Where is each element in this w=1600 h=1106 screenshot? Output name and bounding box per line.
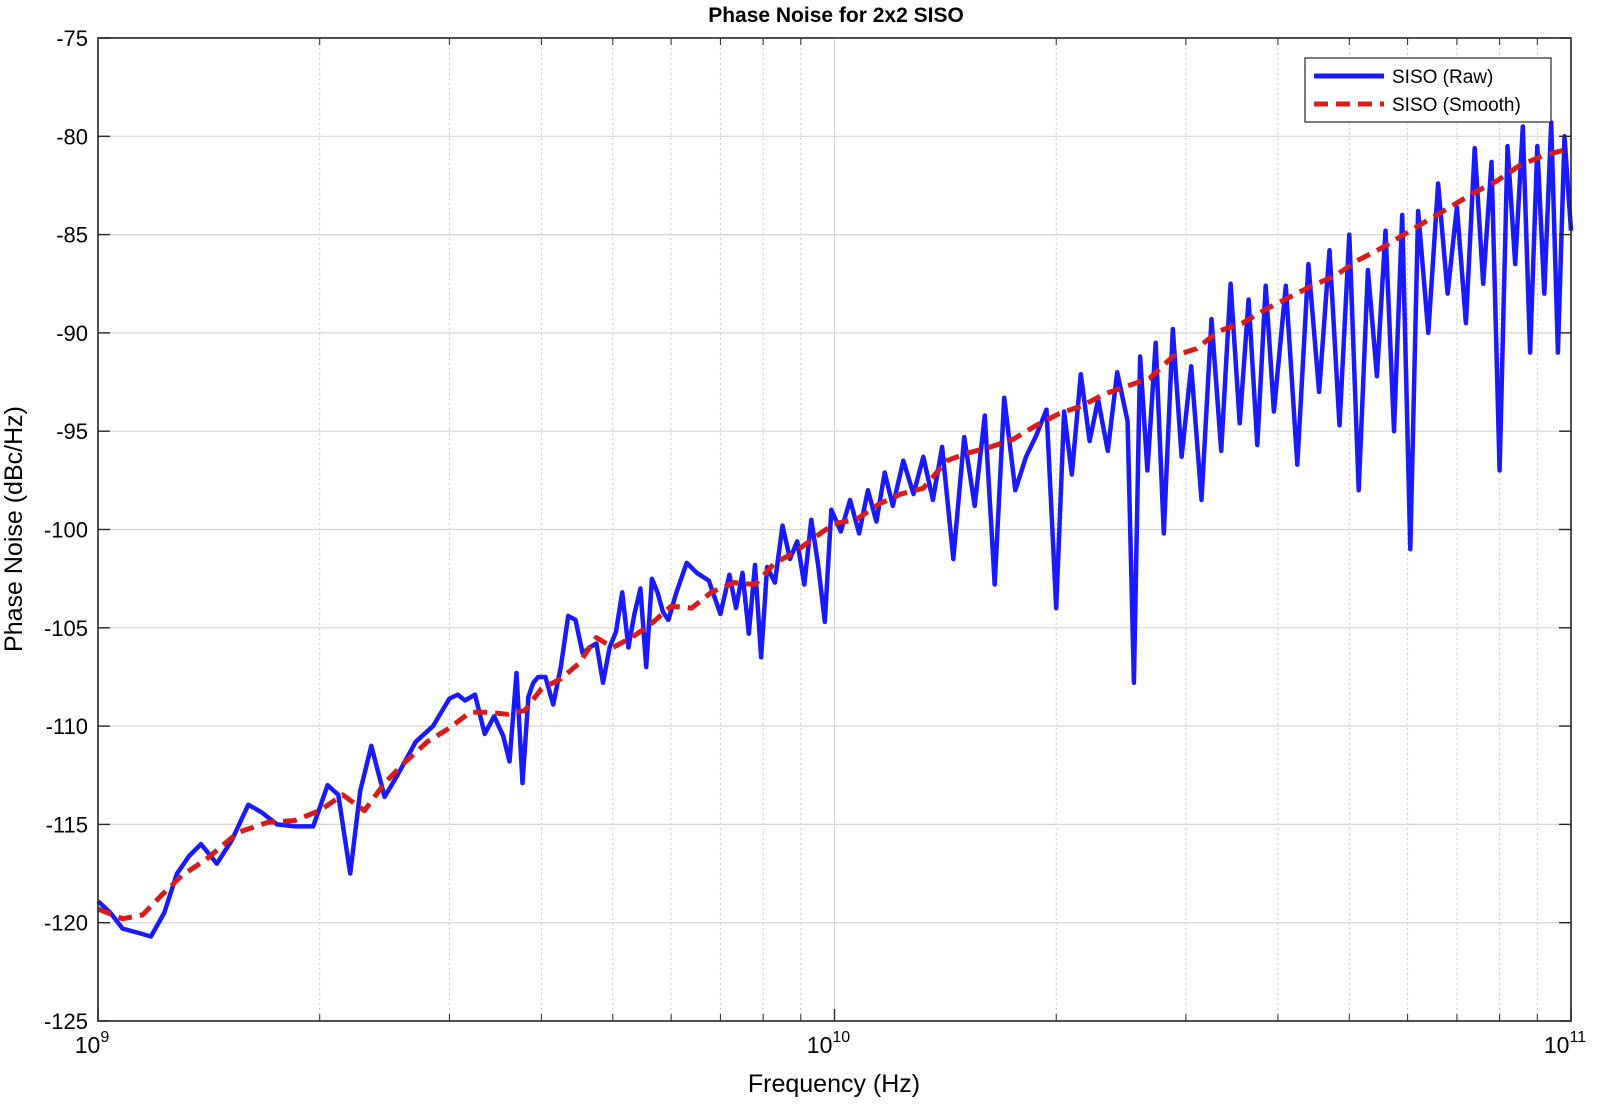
y-tick-label: -75 (56, 26, 88, 51)
y-tick-label: -90 (56, 321, 88, 346)
y-tick-label: -115 (46, 812, 88, 837)
chart-title: Phase Noise for 2x2 SISO (708, 4, 964, 27)
legend-label-smooth: SISO (Smooth) (1392, 95, 1521, 116)
series-layer (96, 120, 1574, 939)
x-axis-label: Frequency (Hz) (748, 1070, 920, 1098)
series-line-smooth (97, 145, 1572, 922)
y-tick-label: -125 (44, 1009, 88, 1034)
y-tick-label: -85 (56, 223, 88, 248)
y-tick-label: -110 (46, 714, 88, 739)
legend: SISO (Raw) SISO (Smooth) (1304, 57, 1552, 123)
series-line-raw (96, 120, 1574, 939)
y-tick-label: -80 (56, 124, 88, 149)
legend-box (1304, 57, 1552, 123)
y-tick-label: -100 (44, 518, 88, 543)
y-tick-label: -95 (56, 419, 88, 444)
y-axis-label: Phase Noise (dBc/Hz) (0, 406, 28, 652)
y-tick-label: -105 (44, 616, 88, 641)
y-tick-label: -120 (44, 911, 88, 936)
legend-label-raw: SISO (Raw) (1392, 67, 1493, 88)
